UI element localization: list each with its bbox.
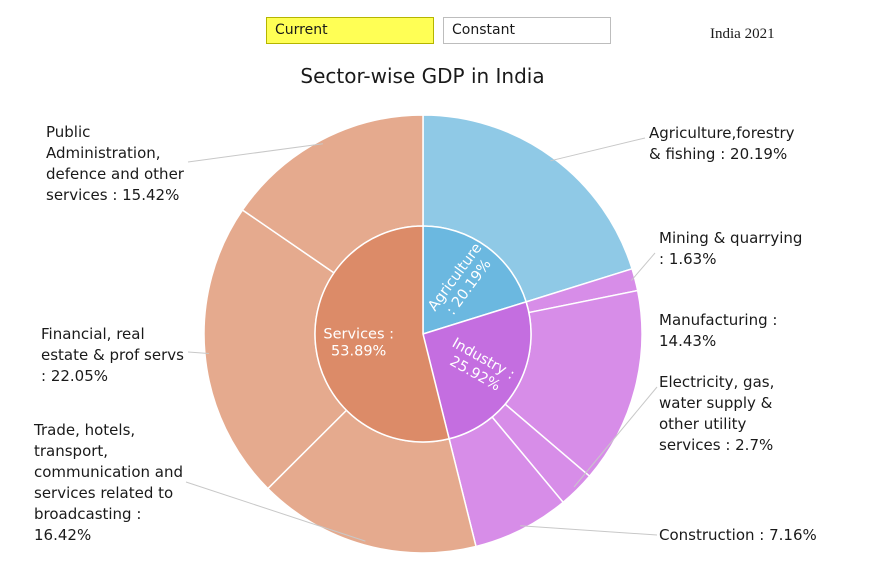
- label-agriculture-forestry-fishing: Agriculture,forestry & fishing : 20.19%: [649, 124, 795, 163]
- leader-line-financial-real: [187, 351, 209, 354]
- leader-line-mining-quarrying: [630, 252, 656, 281]
- inner-label-services: Services :53.89%: [323, 326, 394, 359]
- label-electricity-gas-water: Electricity, gas, water supply & other u…: [659, 373, 775, 454]
- label-financial-real-estate: Financial, real estate & prof servs : 22…: [41, 325, 184, 385]
- leader-line-public: [187, 143, 323, 163]
- label-public-administration: Public Administration, defence and other…: [46, 123, 184, 204]
- edition-label: India 2021: [710, 26, 775, 42]
- inner-slice-services[interactable]: [314, 225, 451, 443]
- leader-line-agriculture-forestry: [550, 137, 646, 162]
- label-manufacturing: Manufacturing : 14.43%: [659, 311, 778, 350]
- leader-line-construction-7-16: [520, 525, 658, 536]
- inner-slice-industry[interactable]: [422, 300, 532, 440]
- current-prices-button[interactable]: Current: [266, 17, 434, 44]
- leader-line-trade-hotels: [185, 481, 366, 542]
- label-mining-quarrying: Mining & quarrying : 1.63%: [659, 229, 803, 268]
- inner-slice-agriculture[interactable]: [422, 225, 528, 336]
- label-construction: Construction : 7.16%: [659, 526, 817, 544]
- chart-title: Sector-wise GDP in India: [300, 64, 545, 88]
- leader-line-electricity-gas: [573, 386, 658, 488]
- label-trade-hotels-transport: Trade, hotels, transport, communication …: [34, 421, 183, 544]
- constant-prices-button[interactable]: Constant: [443, 17, 611, 44]
